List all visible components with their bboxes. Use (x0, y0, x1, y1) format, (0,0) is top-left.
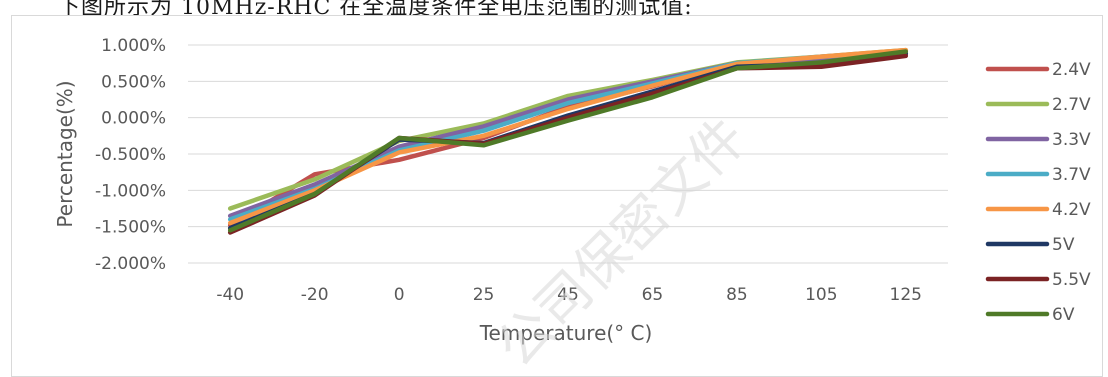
series-line-6V (227, 49, 909, 233)
y-tick-label: -2.000% (95, 254, 166, 274)
legend-label: 2.4V (1052, 60, 1091, 80)
series-line-3-7V (227, 48, 909, 222)
y-tick-label: -0.500% (95, 145, 166, 165)
legend: 2.4V 2.7V 3.3V 3.7V 4.2V 5V 5.5V 6V (985, 60, 1091, 325)
x-tick-label: 85 (726, 285, 748, 305)
gridlines (188, 44, 948, 264)
legend-label: 3.3V (1052, 130, 1091, 150)
series-line-5-5V (227, 53, 909, 235)
y-tick-label: -1.000% (95, 181, 166, 201)
y-tick-label: -1.500% (95, 218, 166, 238)
series-line-3-3V (227, 49, 909, 219)
y-axis-title: Percentage(%) (53, 80, 77, 227)
x-tick-label: 65 (642, 285, 664, 305)
x-tick-label: 0 (394, 285, 405, 305)
legend-label: 5.5V (1052, 270, 1091, 290)
series-line-4-2V (227, 47, 909, 226)
y-tick-label: 1.000% (101, 36, 166, 56)
y-tick-label: 0.000% (101, 109, 166, 129)
x-axis-title: Temperature(° C) (479, 321, 653, 345)
x-tick-label: -40 (216, 285, 244, 305)
legend-label: 4.2V (1052, 200, 1091, 220)
chart-frame (11, 15, 1103, 377)
y-axis-ticks: 1.000% 0.500% 0.000% -0.500% -1.000% -1.500% -… (95, 36, 166, 274)
series-lines (227, 47, 909, 235)
legend-label: 2.7V (1052, 95, 1091, 115)
legend-label: 3.7V (1052, 165, 1091, 185)
x-tick-label: 105 (805, 285, 837, 305)
legend-label: 6V (1052, 305, 1075, 325)
legend-label: 5V (1052, 235, 1075, 255)
x-tick-label: 25 (473, 285, 495, 305)
x-tick-label: -20 (301, 285, 329, 305)
series-line-5V (227, 51, 909, 231)
series-line-2-4V (227, 51, 909, 228)
x-tick-label: 125 (890, 285, 922, 305)
x-axis-ticks: -40 -20 0 25 45 65 85 105 125 (216, 285, 922, 305)
y-tick-label: 0.500% (101, 72, 166, 92)
x-tick-label: 45 (557, 285, 579, 305)
